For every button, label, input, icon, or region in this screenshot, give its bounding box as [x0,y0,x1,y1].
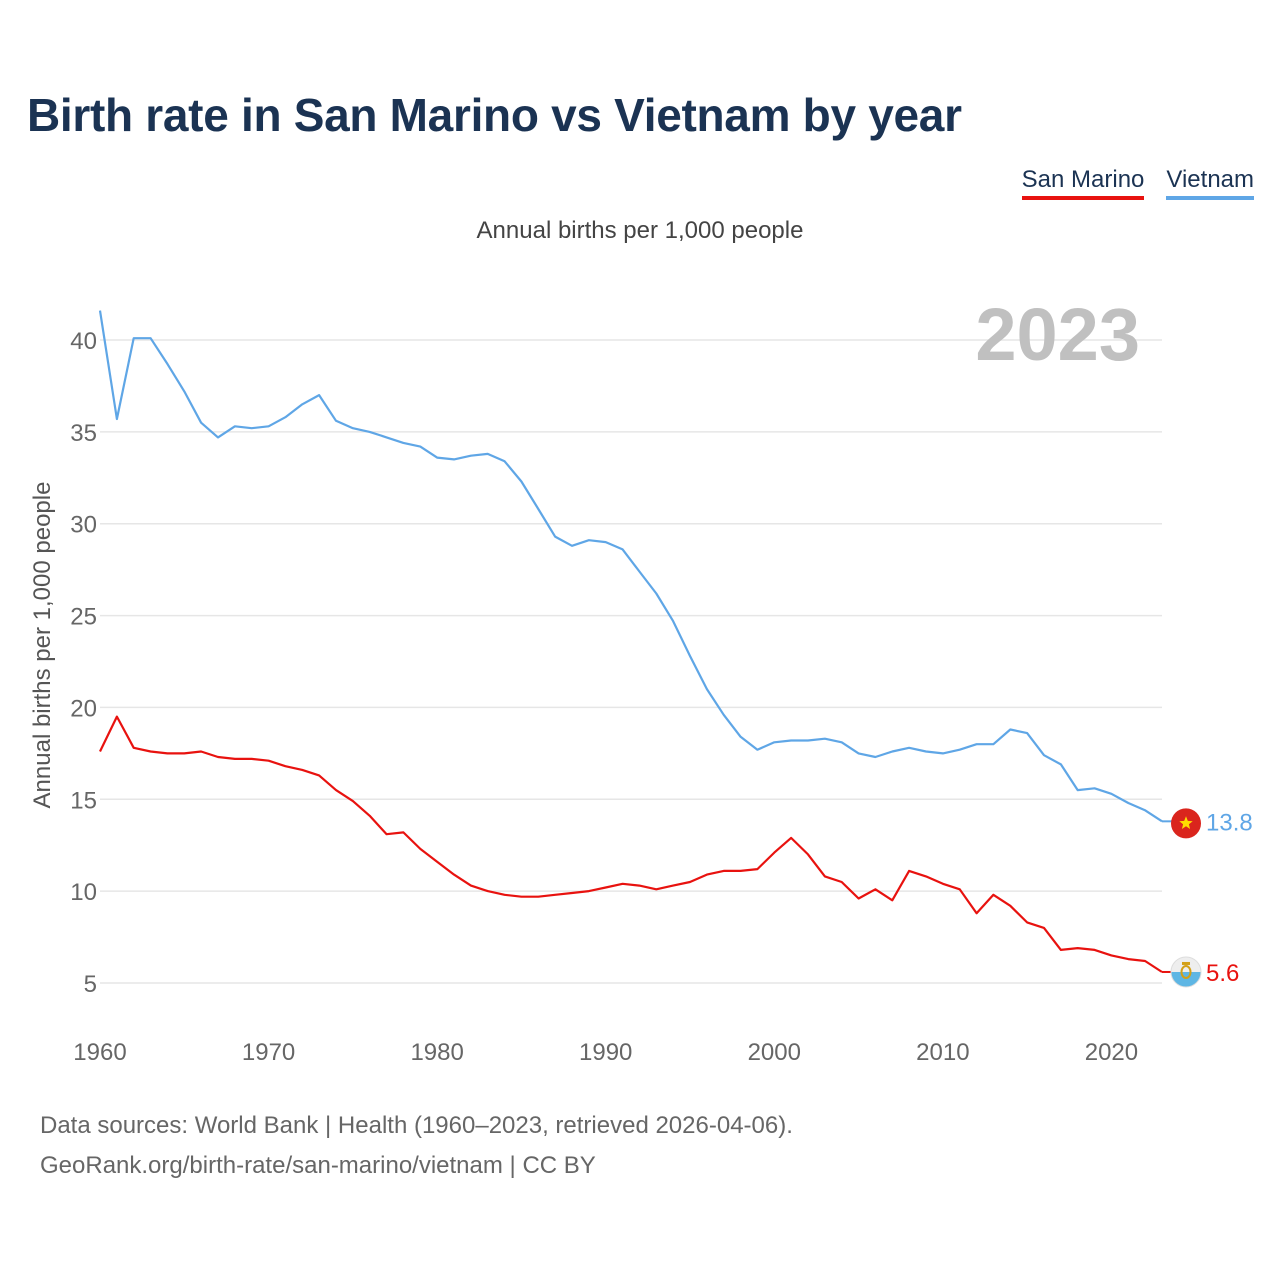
y-tick-label: 15 [70,787,97,814]
x-tick-label: 2000 [748,1039,801,1066]
series-line-san-marino [99,715,1163,973]
x-tick-label: 1990 [579,1039,632,1066]
x-tick-label: 1960 [73,1039,126,1066]
legend: San Marino Vietnam [1021,166,1254,200]
x-axis-ticks: 1960 1970 1980 1990 2000 2010 2020 [73,1039,1138,1066]
x-tick-label: 2020 [1085,1039,1138,1066]
chart-subtitle: Annual births per 1,000 people [476,217,804,244]
year-watermark: 2023 [975,293,1140,376]
legend-item-san-marino[interactable]: San Marino [1021,166,1145,200]
gridlines [100,339,1162,984]
source-note: Data sources: World Bank | Health (1960–… [40,1106,793,1186]
source-line-1: Data sources: World Bank | Health (1960–… [40,1112,793,1139]
series-line-vietnam [98,310,1163,823]
y-tick-label: 5 [84,971,97,998]
y-tick-label: 30 [70,512,97,539]
y-tick-label: 10 [70,879,97,906]
series-end-markers: 5.6 13.8 [1162,808,1253,988]
end-value-label: 13.8 [1206,809,1253,836]
series-lines [98,310,1163,973]
legend-item-vietnam[interactable]: Vietnam [1166,166,1254,200]
y-tick-label: 20 [70,695,97,722]
x-tick-label: 2010 [916,1039,969,1066]
y-axis-label: Annual births per 1,000 people [29,482,56,809]
chart-title: Birth rate in San Marino vs Vietnam by y… [27,89,962,141]
y-tick-label: 25 [70,604,97,631]
x-tick-label: 1970 [242,1039,295,1066]
x-tick-label: 1980 [410,1039,463,1066]
y-tick-label: 35 [70,420,97,447]
vietnam-flag-icon [1171,808,1201,839]
y-axis-ticks: 5 10 15 20 25 30 35 40 [70,328,97,998]
end-value-label: 5.6 [1206,960,1239,987]
san-marino-flag-icon [1170,956,1202,988]
y-tick-label: 40 [70,328,97,355]
source-line-2[interactable]: GeoRank.org/birth-rate/san-marino/vietna… [40,1152,596,1179]
